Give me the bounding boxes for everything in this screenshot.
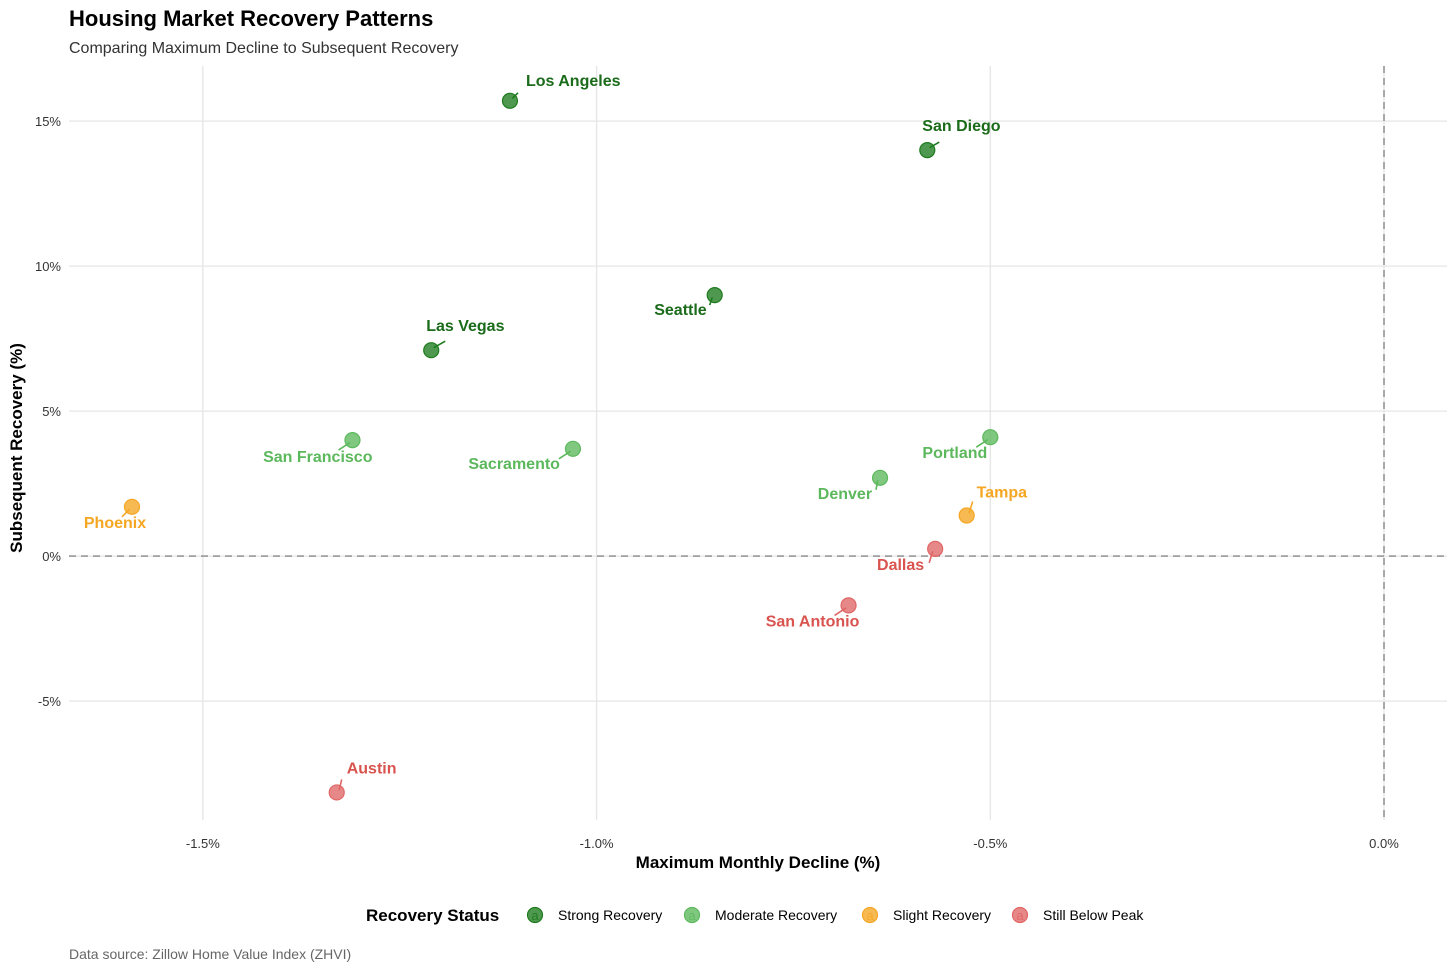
data-point: [564, 440, 582, 457]
label-leader-line: [929, 141, 940, 149]
x-tick-label: 0.0%: [1369, 836, 1399, 851]
data-point: [328, 784, 345, 801]
y-tick-label: -5%: [38, 694, 62, 709]
label-leader-line: [433, 340, 446, 349]
y-tick-label: 0%: [42, 549, 61, 564]
data-point: [958, 507, 975, 524]
point-label: Los Angeles: [526, 73, 621, 90]
data-point: [919, 142, 936, 159]
label-leader-line: [975, 438, 989, 448]
gridlines: [69, 66, 1447, 820]
data-points: [123, 92, 999, 801]
label-leader-line: [968, 501, 974, 514]
chart-subtitle: Comparing Maximum Decline to Subsequent …: [69, 40, 459, 57]
label-leader-line: [928, 551, 934, 564]
label-leader-line: [708, 297, 714, 306]
x-tick-label: -1.0%: [580, 836, 614, 851]
point-label: San Francisco: [263, 449, 373, 466]
y-axis-title: Subsequent Recovery (%): [7, 343, 26, 553]
reference-lines: [69, 66, 1447, 820]
point-label: San Diego: [922, 118, 1000, 135]
point-label: Tampa: [977, 485, 1027, 502]
x-tick-label: -0.5%: [973, 836, 1007, 851]
data-point: [423, 342, 440, 359]
label-leader-line: [338, 441, 351, 451]
point-label: Seattle: [654, 302, 707, 319]
legend-key-glyph: a: [1016, 908, 1024, 923]
legend-key-glyph: a: [866, 908, 874, 923]
legend-label: Slight Recovery: [893, 907, 991, 923]
point-label: Phoenix: [84, 515, 146, 532]
data-source-caption: Data source: Zillow Home Value Index (ZH…: [69, 946, 351, 962]
data-point: [706, 287, 723, 304]
data-point: [871, 469, 889, 486]
label-leader-line: [875, 480, 879, 490]
legend-key-marker: [683, 906, 701, 924]
point-label: Las Vegas: [426, 318, 504, 335]
legend-key-marker: [861, 906, 879, 924]
legend-key-marker: [1011, 906, 1029, 924]
legend-label: Still Below Peak: [1043, 907, 1144, 923]
legend-key-marker: [526, 906, 544, 924]
legend-title: Recovery Status: [366, 906, 499, 925]
point-label: Portland: [922, 445, 987, 462]
y-tick-label: 15%: [35, 114, 61, 129]
point-labels: Los Angeles San Diego Seattle Las Vegas San …: [84, 73, 1027, 791]
y-tick-label: 10%: [35, 259, 61, 274]
data-point: [982, 429, 999, 446]
point-label: Dallas: [877, 557, 924, 574]
point-label: Austin: [347, 760, 397, 777]
label-leader-line: [511, 92, 519, 99]
data-point: [840, 597, 857, 614]
y-tick-label: 5%: [42, 404, 61, 419]
label-leader-line: [834, 607, 847, 617]
axis-ticks: -1.5% -1.0% -0.5% 0.0% -5% 0% 5% 10% 15%: [35, 114, 1399, 851]
data-point: [927, 540, 944, 557]
label-leader-line: [338, 779, 343, 791]
legend-label: Strong Recovery: [558, 907, 662, 923]
legend-key-glyph: a: [531, 908, 539, 923]
x-axis-title: Maximum Monthly Decline (%): [636, 853, 881, 872]
legend-label: Moderate Recovery: [715, 907, 837, 923]
x-tick-label: -1.5%: [186, 836, 220, 851]
point-label: Denver: [818, 486, 872, 503]
chart-title: Housing Market Recovery Patterns: [69, 6, 433, 31]
point-label: San Antonio: [766, 613, 860, 630]
legend-key-glyph: a: [688, 908, 696, 923]
label-leader-line: [121, 508, 131, 518]
label-leader-line: [558, 450, 571, 460]
legend: Recovery Status a Strong Recovery a Moderat…: [366, 906, 1144, 925]
point-label: Sacramento: [468, 456, 560, 473]
data-point: [344, 432, 361, 449]
